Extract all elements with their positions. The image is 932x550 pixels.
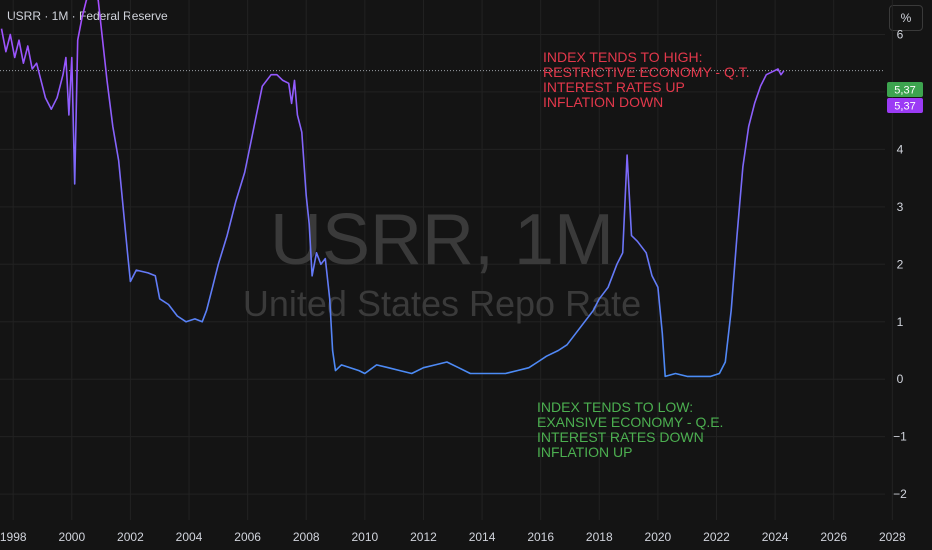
x-tick-label: 2014 [469,530,496,544]
x-tick-label: 2000 [58,530,85,544]
y-tick-label: 0 [897,372,904,386]
annotation-low-line: INFLATION UP [537,444,632,460]
x-axis: 1998 2000 2002 2004 2006 2008 2010 2012 2014 2016… [0,530,906,544]
annotation-low-line: EXANSIVE ECONOMY - Q.E. [537,414,723,430]
price-badges: 5,37 5,37 [887,82,923,113]
chart-title: USRR · 1M · Federal Reserve [7,9,168,23]
y-tick-label: 1 [897,315,904,329]
x-tick-label: 2022 [703,530,730,544]
watermark-symbol: USRR, 1M [270,200,614,280]
x-tick-label: 2006 [234,530,261,544]
annotation-high-line: INDEX TENDS TO HIGH: [543,49,702,65]
x-tick-label: 2008 [293,530,320,544]
annotation-high-line: INFLATION DOWN [543,94,663,110]
x-tick-label: 2010 [351,530,378,544]
y-tick-label: 4 [897,142,904,156]
y-tick-label: 2 [897,257,904,271]
price-badge-bg [887,98,923,113]
price-badge-label: 5,37 [894,85,915,97]
annotation-low-line: INTEREST RATES DOWN [537,429,704,445]
price-badge-bg [887,82,923,97]
x-tick-label: 2020 [645,530,672,544]
grid [0,0,893,520]
annotation-low-line: INDEX TENDS TO LOW: [537,399,693,415]
y-tick-label: 3 [897,200,904,214]
series-line [0,0,785,378]
x-tick-label: 2012 [410,530,437,544]
annotation-high-line: RESTRICTIVE ECONOMY - Q.T. [543,64,750,80]
annotations: INDEX TENDS TO HIGH:RESTRICTIVE ECONOMY … [537,49,750,460]
watermark-name: United States Repo Rate [243,283,641,324]
x-tick-label: 2016 [527,530,554,544]
y-tick-label: −1 [893,430,907,444]
x-tick-label: 2026 [820,530,847,544]
price-badge-label: 5,37 [894,101,915,113]
x-tick-label: 2028 [879,530,906,544]
x-tick-label: 2018 [586,530,613,544]
x-tick-label: 2004 [176,530,203,544]
y-tick-label: 6 [897,27,904,41]
unit-toggle-button[interactable]: % [889,5,923,31]
annotation-high-line: INTEREST RATES UP [543,79,685,95]
y-tick-label: −2 [893,487,907,501]
x-tick-label: 2002 [117,530,144,544]
x-tick-label: 1998 [0,530,27,544]
x-tick-label: 2024 [762,530,789,544]
